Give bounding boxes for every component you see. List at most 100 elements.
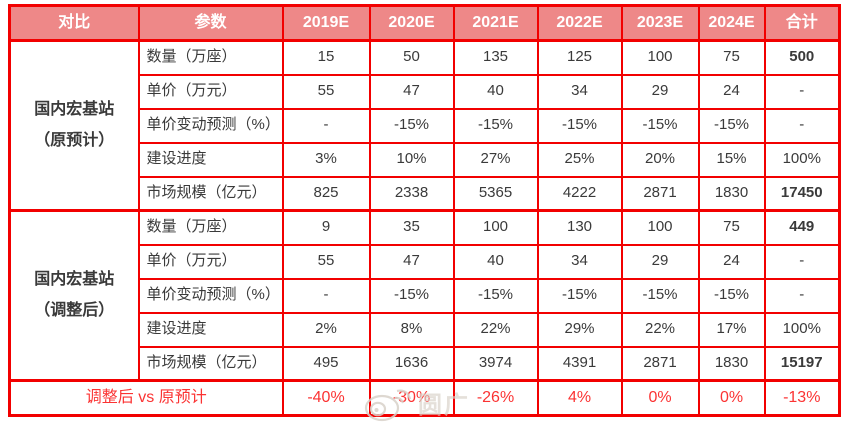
value-cell: -15% xyxy=(536,277,623,314)
value-cell: - xyxy=(281,277,371,314)
value-cell: 130 xyxy=(536,209,623,246)
value-cell: 34 xyxy=(536,243,623,280)
value-cell: 495 xyxy=(281,345,371,382)
value-cell: 3% xyxy=(281,141,371,178)
value-cell: 22% xyxy=(620,311,700,348)
value-cell: 40 xyxy=(452,73,539,110)
value-cell: 17% xyxy=(697,311,766,348)
param-label: 单价变动预测（%） xyxy=(137,277,284,314)
value-cell: 2% xyxy=(281,311,371,348)
table-row: 建设进度 3% 10% 27% 25% 20% 15% 100% xyxy=(10,141,841,178)
value-cell: 4391 xyxy=(536,345,623,382)
value-cell: 24 xyxy=(697,73,766,110)
table-row: 市场规模（亿元） 495 1636 3974 4391 2871 1830 15197 xyxy=(10,345,841,382)
header-cell-8: 合计 xyxy=(763,4,841,42)
footer-value-cell: -26% xyxy=(452,379,539,417)
value-cell: -15% xyxy=(368,277,455,314)
value-cell: 100 xyxy=(620,39,700,76)
header-cell-7: 2024E xyxy=(697,4,766,42)
param-label: 建设进度 xyxy=(137,311,284,348)
value-cell: 75 xyxy=(697,39,766,76)
value-cell: 47 xyxy=(368,243,455,280)
value-cell: -15% xyxy=(452,107,539,144)
header-cell-4: 2021E xyxy=(452,4,539,42)
group-label-0: 国内宏基站 （原预计） xyxy=(8,39,140,212)
table-header: 对比 参数 2019E 2020E 2021E 2022E 2023E 2024E 合计 xyxy=(8,4,841,42)
param-label: 单价变动预测（%） xyxy=(137,107,284,144)
value-cell: 10% xyxy=(368,141,455,178)
header-cell-2: 2019E xyxy=(281,4,371,42)
value-cell: 2871 xyxy=(620,175,700,212)
table-row: 建设进度 2% 8% 22% 29% 22% 17% 100% xyxy=(10,311,841,348)
value-cell: -15% xyxy=(620,107,700,144)
table-row: 市场规模（亿元） 825 2338 5365 4222 2871 1830 17450 xyxy=(10,175,841,212)
total-cell: 500 xyxy=(763,39,841,76)
total-cell: 100% xyxy=(763,141,841,178)
value-cell: 15 xyxy=(281,39,371,76)
table-row: 单价变动预测（%） - -15% -15% -15% -15% -15% - xyxy=(10,277,841,314)
value-cell: 47 xyxy=(368,73,455,110)
total-cell: - xyxy=(763,73,841,110)
value-cell: 1636 xyxy=(368,345,455,382)
value-cell: 35 xyxy=(368,209,455,246)
footer-value-cell: 4% xyxy=(536,379,623,417)
value-cell: 100 xyxy=(620,209,700,246)
total-cell: - xyxy=(763,277,841,314)
table-row: 国内宏基站 （原预计） 数量（万座） 15 50 135 125 100 75 500 xyxy=(8,39,841,212)
footer-value-cell: -30% xyxy=(368,379,455,417)
table-footer: 调整后 vs 原预计 -40% -30% -26% 4% 0% 0% -13% xyxy=(8,379,841,417)
value-cell: -15% xyxy=(536,107,623,144)
value-cell: 8% xyxy=(368,311,455,348)
value-cell: 100 xyxy=(452,209,539,246)
base-station-forecast-table: 对比 参数 2019E 2020E 2021E 2022E 2023E 2024E 合计 国内宏… xyxy=(8,4,841,417)
value-cell: -15% xyxy=(697,277,766,314)
header-cell-6: 2023E xyxy=(620,4,700,42)
param-label: 建设进度 xyxy=(137,141,284,178)
header-cell-3: 2020E xyxy=(368,4,455,42)
value-cell: 55 xyxy=(281,243,371,280)
value-cell: 2338 xyxy=(368,175,455,212)
total-cell: 100% xyxy=(763,311,841,348)
value-cell: 50 xyxy=(368,39,455,76)
footer-value-cell: -13% xyxy=(763,379,841,417)
value-cell: -15% xyxy=(452,277,539,314)
param-label: 单价（万元） xyxy=(137,73,284,110)
value-cell: 27% xyxy=(452,141,539,178)
value-cell: 29 xyxy=(620,243,700,280)
value-cell: -15% xyxy=(368,107,455,144)
value-cell: 29% xyxy=(536,311,623,348)
table-row: 单价（万元） 55 47 40 34 29 24- xyxy=(10,73,841,110)
value-cell: 22% xyxy=(452,311,539,348)
value-cell: 25% xyxy=(536,141,623,178)
total-cell: - xyxy=(763,243,841,280)
footer-row: 调整后 vs 原预计 -40% -30% -26% 4% 0% 0% -13% xyxy=(8,379,841,417)
value-cell: 135 xyxy=(452,39,539,76)
table-row: 单价（万元） 55 47 40 34 29 24- xyxy=(10,243,841,280)
footer-value-cell: 0% xyxy=(620,379,700,417)
total-cell: 449 xyxy=(763,209,841,246)
value-cell: 125 xyxy=(536,39,623,76)
table-row: 国内宏基站 （调整后） 数量（万座） 9 35 100 130 100 75 449 xyxy=(8,209,841,382)
value-cell: - xyxy=(281,107,371,144)
header-cell-0: 对比 xyxy=(8,4,140,42)
table-body: 国内宏基站 （原预计） 数量（万座） 15 50 135 125 100 75 500 单价（万元）… xyxy=(8,39,841,382)
param-label: 单价（万元） xyxy=(137,243,284,280)
value-cell: 34 xyxy=(536,73,623,110)
value-cell: 4222 xyxy=(536,175,623,212)
value-cell: 20% xyxy=(620,141,700,178)
value-cell: 15% xyxy=(697,141,766,178)
value-cell: 3974 xyxy=(452,345,539,382)
total-cell: 17450 xyxy=(763,175,841,212)
value-cell: -15% xyxy=(620,277,700,314)
value-cell: 29 xyxy=(620,73,700,110)
footer-value-cell: 0% xyxy=(697,379,766,417)
footer-value-cell: -40% xyxy=(281,379,371,417)
value-cell: 75 xyxy=(697,209,766,246)
param-label: 市场规模（亿元） xyxy=(137,175,284,212)
value-cell: 1830 xyxy=(697,345,766,382)
param-label: 市场规模（亿元） xyxy=(137,345,284,382)
footer-comparison-label: 调整后 vs 原预计 xyxy=(8,379,284,417)
value-cell: -15% xyxy=(697,107,766,144)
header-row: 对比 参数 2019E 2020E 2021E 2022E 2023E 2024E 合计 xyxy=(8,4,841,42)
